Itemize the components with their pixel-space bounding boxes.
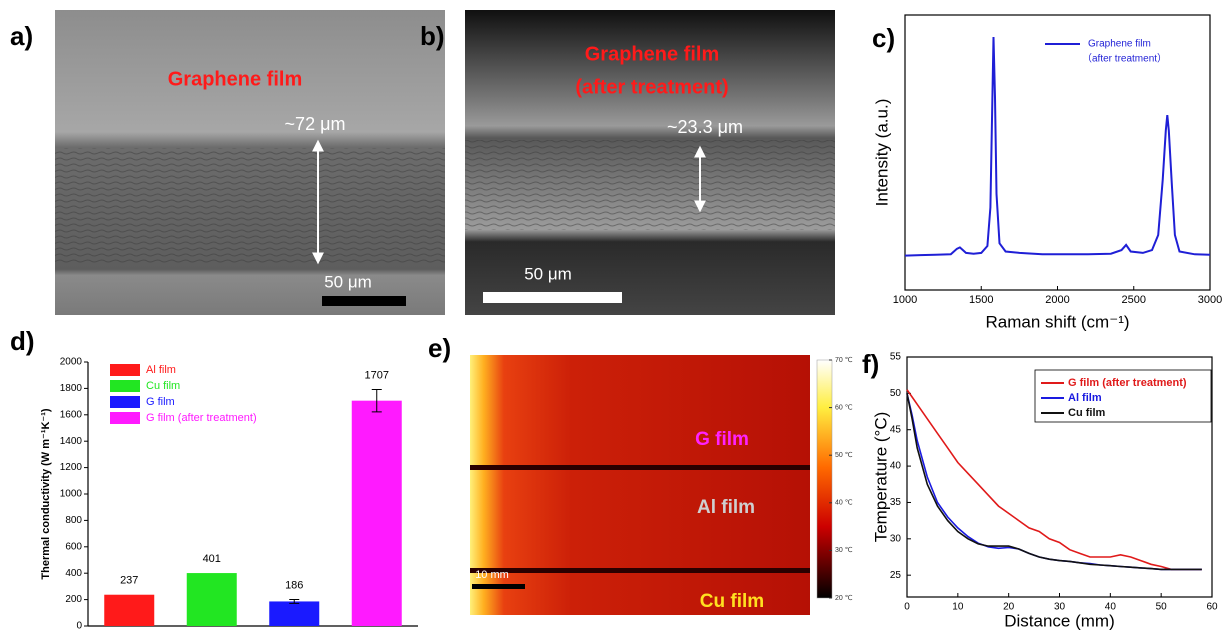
film-gap [470,568,810,573]
legend-label: G film (after treatment) [1068,377,1187,389]
y-tick-label: 1000 [60,489,83,500]
thickness-label: ~72 μm [285,114,346,134]
panel-label: f) [862,349,879,379]
film-label: Al film [697,497,755,518]
panel-label: a) [10,21,33,51]
y-tick-label: 1600 [60,409,83,420]
legend-note: （after treatment） [1082,53,1167,65]
y-tick-label: 1200 [60,462,83,473]
colorbar-label: 70 ℃ [835,357,853,364]
value-label: 237 [120,575,138,587]
page: {"images": [ {"panel_label": "a)", "titl… [0,0,1224,632]
y-axis-label: Thermal conductivity (W m⁻¹K⁻¹) [40,408,52,579]
scale-label: 50 μm [524,264,572,283]
series-line [905,37,1210,256]
scale-label: 10 mm [475,569,509,581]
y-tick-label: 200 [65,594,82,605]
colorbar-label: 30 ℃ [835,547,853,554]
film-texture [465,140,835,230]
y-axis-label: Intensity (a.u.) [872,99,891,207]
bar [352,401,402,626]
film-label: Cu film [700,591,764,612]
scale-bar [483,292,622,303]
legend-swatch [110,396,140,408]
film-texture [55,148,445,263]
x-tick-label: 2000 [1045,294,1069,306]
x-tick-label: 1000 [893,294,917,306]
legend-swatch [110,364,140,376]
colorbar-label: 60 ℃ [835,404,853,411]
x-tick-label: 50 [1156,602,1168,613]
colorbar-label: 50 ℃ [835,452,853,459]
y-tick-label: 45 [890,424,902,435]
x-tick-label: 10 [952,602,964,613]
y-tick-label: 30 [890,533,902,544]
panel-label: e) [428,333,451,363]
y-axis-label: Temperature (°C) [871,412,890,543]
y-tick-label: 40 [890,461,902,472]
y-tick-label: 0 [76,621,82,632]
legend-swatch [110,412,140,424]
y-tick-label: 400 [65,568,82,579]
figure: a) Graphene film ~72 μm 50 μm b) Graphen… [0,0,1224,632]
x-tick-label: 1500 [969,294,993,306]
bar [187,573,237,626]
legend-label: G film (after treatment) [146,412,257,424]
x-axis-label: Raman shift (cm⁻¹) [985,312,1129,331]
legend-label: Cu film [146,380,180,392]
y-tick-label: 600 [65,541,82,552]
legend-label: Al film [1068,392,1102,404]
panel-label: d) [10,326,35,356]
x-tick-label: 60 [1206,602,1218,613]
legend-label: Graphene film [1088,39,1151,50]
legend-label: Cu film [1068,407,1105,419]
image-title: Graphene film [585,43,719,65]
x-tick-label: 0 [904,602,910,613]
panel-label: b) [420,21,445,51]
x-tick-label: 3000 [1198,294,1222,306]
y-tick-label: 2000 [60,357,83,368]
scale-bar [322,296,406,306]
value-label: 401 [203,553,221,565]
scale-bar [472,584,525,589]
scale-label: 50 μm [324,272,372,291]
y-tick-label: 35 [890,497,902,508]
legend-label: Al film [146,364,176,376]
thickness-label: ~23.3 μm [667,117,743,137]
colorbar [817,360,832,598]
y-tick-label: 1400 [60,436,83,447]
colorbar-label: 40 ℃ [835,500,853,507]
y-tick-label: 1800 [60,383,83,394]
panel-label: c) [872,23,895,53]
x-axis-label: Distance (mm) [1004,611,1115,630]
film-label: G film [695,429,749,450]
y-tick-label: 50 [890,388,902,399]
image-subtitle: (after treatment) [575,76,728,98]
bar [104,595,154,626]
legend-swatch [110,380,140,392]
value-label: 186 [285,579,303,591]
legend-label: G film [146,396,175,408]
bar [269,601,319,626]
image-title: Graphene film [168,68,302,90]
y-tick-label: 25 [890,570,902,581]
film-gap [470,465,810,470]
value-label: 1707 [365,369,389,381]
x-tick-label: 2500 [1122,294,1146,306]
y-tick-label: 55 [890,352,902,363]
thermal-image [470,355,810,615]
y-tick-label: 800 [65,515,82,526]
colorbar-label: 20 ℃ [835,595,853,602]
